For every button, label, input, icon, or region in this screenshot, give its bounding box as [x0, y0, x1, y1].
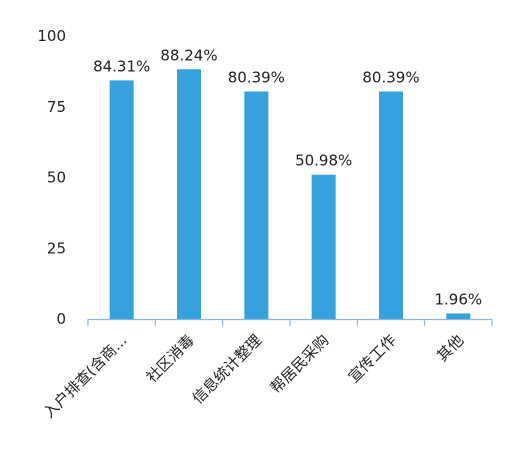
data-label-5: 80.39% — [362, 68, 419, 86]
bars — [109, 69, 471, 320]
data-label-6: 1.96% — [435, 290, 483, 308]
y-tick-label-100: 100 — [37, 27, 66, 45]
bar-6 — [446, 313, 471, 319]
data-labels: 84.31% 88.24% 80.39% 50.98% 80.39% 1.96% — [93, 46, 482, 308]
bar-3 — [244, 91, 269, 319]
data-label-1: 84.31% — [93, 57, 150, 75]
category-label-6: 其他 — [433, 331, 467, 365]
category-label-4: 帮居民采购 — [267, 331, 333, 397]
category-label-1: 入户排查(含商... — [40, 331, 131, 422]
category-label-5: 宣传工作 — [345, 331, 400, 386]
data-label-3: 80.39% — [228, 68, 285, 86]
bar-5 — [379, 91, 403, 319]
bar-4 — [311, 174, 336, 319]
y-axis: 0 25 50 75 100 — [37, 27, 66, 328]
category-label-2: 社区消毒 — [143, 331, 198, 386]
y-tick-label-25: 25 — [47, 239, 66, 257]
y-tick-label-50: 50 — [47, 169, 66, 187]
data-label-4: 50.98% — [295, 152, 352, 170]
data-label-2: 88.24% — [160, 46, 217, 64]
category-label-3: 信息统计整理 — [189, 331, 265, 407]
bar-2 — [177, 69, 201, 320]
y-tick-label-75: 75 — [47, 98, 66, 116]
bar-1 — [109, 80, 134, 319]
x-axis-ticks — [87, 319, 493, 326]
y-tick-label-0: 0 — [56, 310, 66, 328]
